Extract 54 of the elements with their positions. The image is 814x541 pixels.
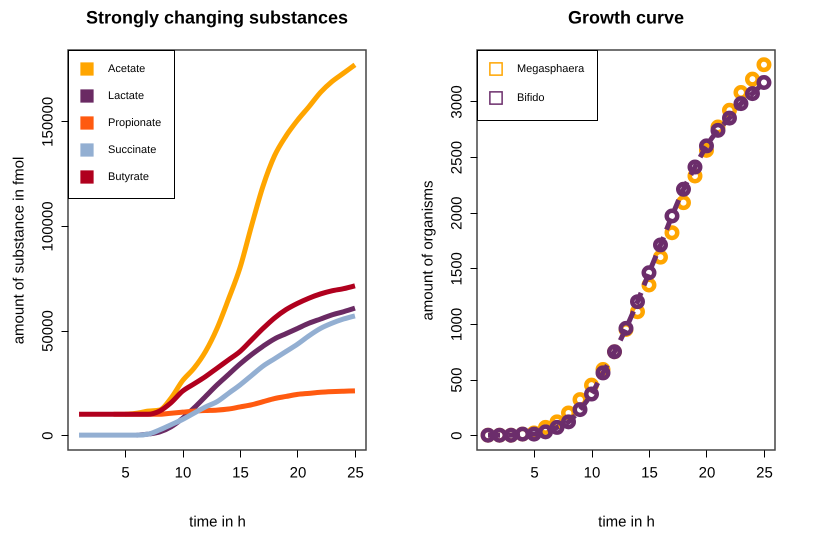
point	[664, 208, 680, 224]
x-axis-title: time in h	[598, 514, 655, 530]
y-tick-label: 3000	[448, 85, 466, 119]
x-tick-label: 5	[121, 464, 130, 482]
point	[538, 424, 554, 440]
y-tick-label: 0	[40, 432, 56, 440]
y-tick-label: 0	[448, 432, 466, 440]
chart-title: Growth curve	[568, 8, 684, 28]
x-tick-label: 5	[530, 464, 539, 482]
point	[710, 122, 726, 138]
legend-label: Butyrate	[108, 171, 149, 183]
point	[756, 57, 772, 72]
y-tick-label: 500	[448, 368, 466, 393]
point	[561, 414, 576, 430]
y-tick-label: 100000	[40, 201, 56, 252]
point	[698, 138, 714, 154]
x-axis-title: time in h	[189, 514, 246, 530]
legend-label: Bifido	[517, 92, 545, 104]
point	[596, 365, 610, 380]
point	[642, 265, 656, 280]
y-tick-label: 2500	[448, 140, 466, 174]
point	[550, 420, 565, 435]
chart-title: Strongly changing substances	[86, 8, 348, 28]
legend-label: Megasphaera	[517, 63, 586, 75]
point	[733, 96, 748, 112]
y-tick-label: 1500	[448, 252, 466, 286]
point	[722, 110, 737, 126]
x-tick-label: 10	[584, 464, 600, 482]
x-tick-label: 10	[174, 464, 192, 482]
y-tick-label: 2000	[448, 196, 466, 230]
point	[687, 160, 702, 175]
legend-label: Acetate	[108, 63, 146, 75]
x-tick-label: 15	[232, 464, 249, 482]
x-tick-label: 20	[290, 464, 306, 482]
x-tick-label: 25	[756, 464, 773, 482]
point	[584, 386, 600, 402]
point	[676, 182, 691, 197]
point	[664, 225, 680, 240]
y-tick-label: 150000	[40, 96, 56, 147]
legend-label: Lactate	[108, 90, 144, 102]
point	[756, 75, 772, 90]
x-tick-label: 25	[347, 464, 364, 482]
x-tick-label: 15	[641, 464, 658, 482]
y-axis-title: amount of organisms	[420, 180, 436, 321]
legend-label: Succinate	[108, 144, 156, 156]
point	[744, 86, 760, 102]
point	[652, 237, 668, 252]
y-tick-label: 1000	[448, 308, 466, 342]
y-tick-label: 50000	[40, 310, 56, 352]
point	[630, 294, 645, 310]
legend-label: Propionate	[108, 117, 162, 129]
y-axis-title: amount of substance in fmol	[10, 156, 28, 344]
x-tick-label: 20	[698, 464, 716, 482]
point	[572, 402, 588, 418]
